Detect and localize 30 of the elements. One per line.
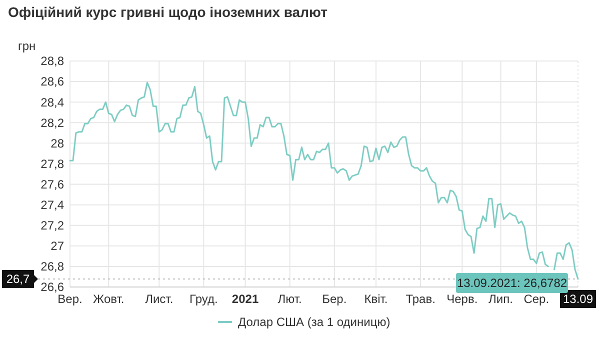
x-tick-label: Вер. — [58, 292, 82, 306]
y-tick-label: 27,6 — [40, 177, 64, 192]
y-tick-label: 28,2 — [40, 116, 64, 130]
x-tick-label: Черв. — [446, 292, 478, 306]
x-tick-label: Груд. — [190, 292, 218, 306]
y-tick-label: 27 — [50, 239, 64, 254]
x-tick-label: Сер. — [524, 292, 550, 306]
x-tick-label: 2021 — [232, 292, 259, 306]
x-tick-label: 13.09 — [562, 292, 594, 306]
y-tick-label: 26,6 — [40, 280, 64, 294]
y-tick-label: 28,4 — [40, 95, 64, 110]
x-tick-label: Лип. — [488, 292, 513, 306]
chart-title: Офіційний курс гривні щодо іноземних валют — [8, 4, 328, 20]
x-tick-label: Трав. — [406, 292, 436, 306]
y-tick-label: 28 — [50, 136, 64, 150]
y-tick-label: 27,8 — [40, 156, 64, 171]
legend-label: Долар США (за 1 одиницю) — [238, 315, 390, 330]
annotation: 13.09.2021: 26,6782 — [456, 276, 568, 290]
y-tick-label: 28,6 — [40, 74, 64, 89]
ref-line-label: 26,7 — [6, 272, 30, 286]
x-tick-label: Лют. — [278, 292, 302, 306]
y-tick-label: 27,2 — [40, 218, 64, 233]
y-axis-title: грн — [18, 39, 36, 53]
x-tick-label: Жовт. — [93, 292, 124, 306]
y-tick-label: 27,4 — [40, 198, 64, 212]
x-tick-label: Бер. — [322, 292, 347, 306]
y-tick-label: 28,8 — [40, 54, 64, 68]
x-tick-label: Квіт. — [364, 292, 388, 306]
x-tick-label: Лист. — [145, 292, 174, 306]
y-tick-label: 26,8 — [40, 260, 64, 274]
